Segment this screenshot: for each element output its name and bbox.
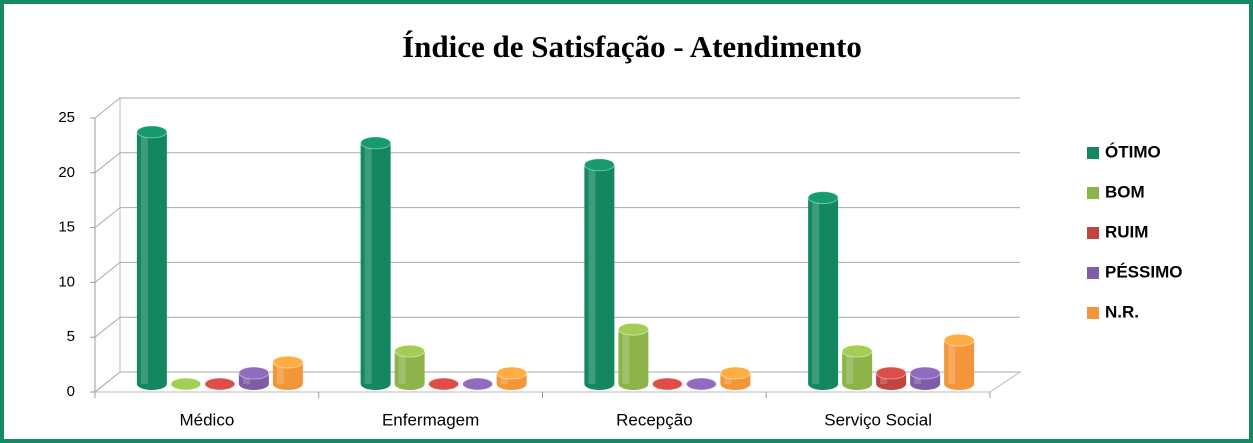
bar	[428, 377, 460, 391]
bar	[394, 344, 426, 390]
y-tick-label: 15	[58, 219, 75, 236]
x-tick-label: Enfermagem	[382, 410, 479, 429]
legend-swatch	[1087, 307, 1099, 319]
grid-line	[94, 207, 1020, 228]
x-tick-label: Recepção	[616, 410, 693, 429]
legend-label: RUIM	[1105, 222, 1148, 241]
bar	[807, 191, 839, 390]
bar	[272, 355, 304, 390]
bar	[685, 377, 717, 391]
chart-title: Índice de Satisfação - Atendimento	[402, 29, 862, 64]
grid-line	[94, 97, 1020, 119]
y-tick-label: 25	[58, 109, 75, 126]
bar	[841, 344, 873, 390]
legend-swatch	[1087, 147, 1099, 159]
legend-label: PÉSSIMO	[1105, 262, 1182, 281]
y-tick-label: 0	[67, 383, 75, 400]
legend-swatch	[1087, 227, 1099, 239]
bar	[462, 377, 494, 391]
bar	[238, 366, 270, 390]
legend-swatch	[1087, 267, 1099, 279]
grid-line	[94, 371, 1020, 393]
grid-line	[94, 316, 1020, 338]
bar	[719, 366, 751, 390]
bar	[943, 333, 975, 390]
legend-swatch	[1087, 187, 1099, 199]
bar	[583, 158, 615, 390]
bar	[170, 377, 202, 391]
grid-line	[94, 261, 1020, 283]
bar	[909, 366, 941, 390]
legend-label: ÓTIMO	[1105, 142, 1161, 161]
bar	[136, 125, 168, 391]
bar	[875, 366, 907, 390]
legend-label: BOM	[1105, 182, 1145, 201]
legend-label: N.R.	[1105, 302, 1139, 321]
bar	[617, 322, 649, 390]
bar	[496, 366, 528, 390]
x-tick-label: Médico	[179, 410, 234, 429]
bar	[204, 377, 236, 391]
y-tick-label: 10	[58, 273, 75, 290]
y-tick-label: 20	[58, 164, 75, 181]
bar	[651, 377, 683, 391]
grid-line	[94, 152, 1020, 174]
bar	[360, 136, 392, 390]
x-tick-label: Serviço Social	[824, 410, 932, 429]
y-tick-label: 5	[67, 328, 75, 345]
